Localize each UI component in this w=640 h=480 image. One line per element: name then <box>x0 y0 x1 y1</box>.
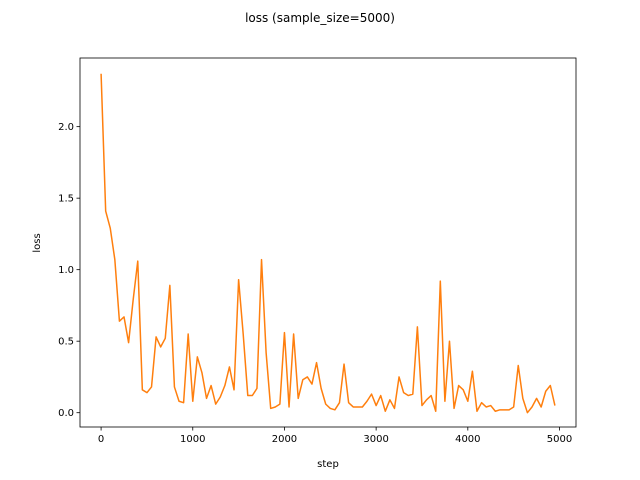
y-axis-label: loss <box>32 233 43 252</box>
axes-frame <box>79 57 577 428</box>
x-tick-label: 1000 <box>180 434 205 445</box>
x-tick-label: 0 <box>98 434 104 445</box>
y-tick-label: 1.5 <box>58 194 74 205</box>
x-axis-ticks: 0 1000 2000 3000 4000 5000 <box>98 427 572 445</box>
y-tick-label: 1.0 <box>58 265 74 276</box>
x-axis-label: step <box>317 459 339 470</box>
y-tick-label: 0.0 <box>58 408 74 419</box>
x-tick-label: 5000 <box>547 434 572 445</box>
chart-title: loss (sample_size=5000) <box>245 11 395 25</box>
loss-series-line <box>100 73 556 414</box>
y-tick-label: 2.0 <box>58 122 74 133</box>
y-tick-label: 0.5 <box>58 337 74 348</box>
series-group <box>100 73 556 414</box>
y-axis-ticks: 0.0 0.5 1.0 1.5 2.0 <box>58 122 80 419</box>
x-tick-label: 3000 <box>363 434 388 445</box>
x-tick-label: 4000 <box>455 434 480 445</box>
x-tick-label: 2000 <box>272 434 297 445</box>
